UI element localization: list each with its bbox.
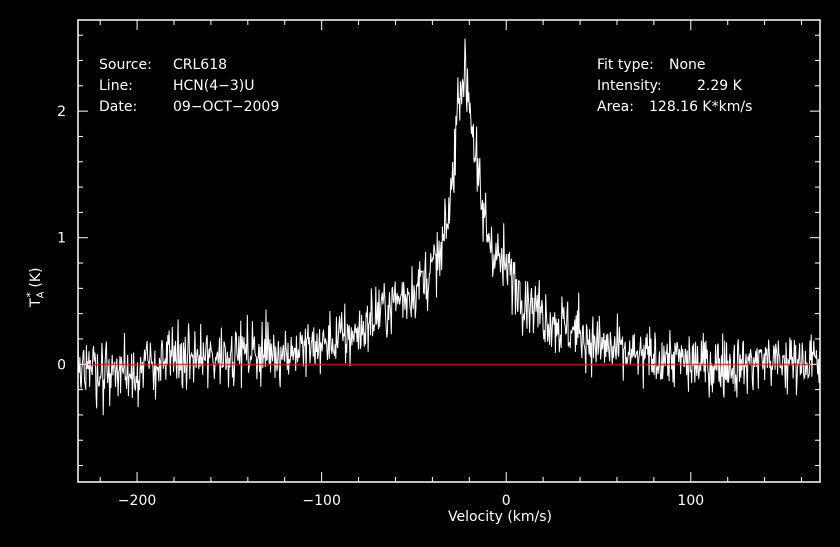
y-tick-label: 2 <box>57 104 66 120</box>
plot-frame <box>77 19 821 483</box>
intensity-label: Intensity: <box>597 78 662 94</box>
source-value: CRL618 <box>173 57 228 73</box>
y-axis-label-text: TA* (K) <box>23 267 47 307</box>
x-tick-label: 0 <box>502 493 511 509</box>
spectrum-line-layer <box>77 38 821 416</box>
fit-type-label: Fit type: <box>597 57 654 73</box>
info-right: Fit type: None Intensity: 2.29 K Area: 128.… <box>597 34 752 118</box>
x-axis-label: Velocity (km/s) <box>447 509 553 525</box>
x-tick-label: −100 <box>302 493 340 509</box>
y-axis-label: TA* (K) <box>24 262 46 312</box>
line-value: HCN(4−3)U <box>173 78 255 94</box>
area-label: Area: <box>597 99 634 115</box>
y-tick-label: 0 <box>57 357 66 373</box>
area-value: 128.16 K*km/s <box>649 99 753 115</box>
y-tick-label: 1 <box>57 231 66 247</box>
x-tick-label: −200 <box>118 493 156 509</box>
x-tick-label: 100 <box>677 493 704 509</box>
info-left: Source: CRL618 Line: HCN(4−3)U Date: 09−OCT… <box>99 34 279 118</box>
y-axis: 0 1 2 <box>57 34 820 467</box>
spectrum-series-line <box>77 38 821 416</box>
date-value: 09−OCT−2009 <box>173 99 280 115</box>
fit-type-value: None <box>669 57 706 73</box>
x-axis: −200 −100 0 100 <box>99 20 803 509</box>
source-label: Source: <box>99 57 152 73</box>
line-label: Line: <box>99 78 133 94</box>
intensity-value: 2.29 K <box>697 78 742 94</box>
date-label: Date: <box>99 99 138 115</box>
